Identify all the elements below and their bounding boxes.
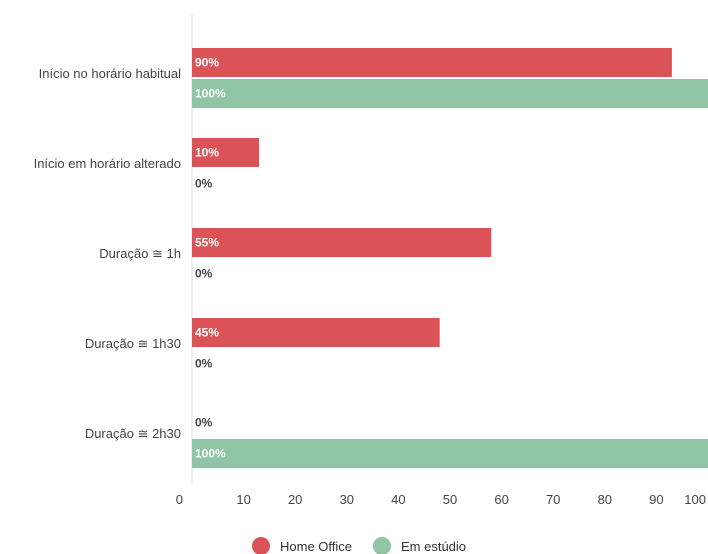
data-label: 100% — [195, 87, 226, 101]
data-label: 0% — [195, 357, 213, 371]
x-tick-label: 30 — [340, 492, 354, 507]
category-labels: Início no horário habitual Início em horá… — [34, 66, 182, 441]
data-label: 0% — [195, 267, 213, 281]
legend-label: Home Office — [280, 539, 352, 554]
legend-item-home-office[interactable]: Home Office — [252, 537, 352, 554]
category-label: Duração ≅ 1h — [99, 246, 181, 261]
bar-home-office[interactable] — [192, 48, 672, 77]
data-label: 100% — [195, 447, 226, 461]
bar-home-office[interactable] — [192, 138, 260, 167]
category-label: Início em horário alterado — [34, 156, 181, 171]
legend-label: Em estúdio — [401, 539, 466, 554]
bar-home-office[interactable] — [192, 318, 440, 347]
category-label: Duração ≅ 1h30 — [85, 336, 181, 351]
x-tick-label: 90 — [649, 492, 663, 507]
data-label: 90% — [195, 56, 219, 70]
category-label: Início no horário habitual — [39, 66, 181, 81]
data-label: 0% — [195, 416, 213, 430]
x-axis-ticks: 0 10 20 30 40 50 60 70 80 90 100 — [176, 492, 706, 507]
legend-swatch-icon — [252, 537, 270, 554]
legend-item-em-estúdio[interactable]: Em estúdio — [373, 537, 466, 554]
bar-em-estúdio[interactable] — [192, 439, 708, 468]
x-tick-label: 100 — [684, 492, 706, 507]
legend-swatch-icon — [373, 537, 391, 554]
x-tick-label: 20 — [288, 492, 302, 507]
data-label: 55% — [195, 236, 219, 250]
data-label: 0% — [195, 177, 213, 191]
x-tick-label: 0 — [176, 492, 183, 507]
bar-em-estúdio[interactable] — [192, 79, 708, 108]
x-tick-label: 10 — [236, 492, 250, 507]
category-label: Duração ≅ 2h30 — [85, 426, 181, 441]
x-tick-label: 50 — [443, 492, 457, 507]
data-label: 45% — [195, 326, 219, 340]
legend[interactable]: Home Office Em estúdio — [252, 537, 466, 554]
x-tick-label: 40 — [391, 492, 405, 507]
x-tick-label: 70 — [546, 492, 560, 507]
data-label: 10% — [195, 146, 219, 160]
x-tick-label: 80 — [598, 492, 612, 507]
bar-home-office[interactable] — [192, 228, 492, 257]
bars: 90% 100% 10% 0% 55% 0% 45% 0% 0% 100% — [192, 48, 708, 468]
x-tick-label: 60 — [494, 492, 508, 507]
